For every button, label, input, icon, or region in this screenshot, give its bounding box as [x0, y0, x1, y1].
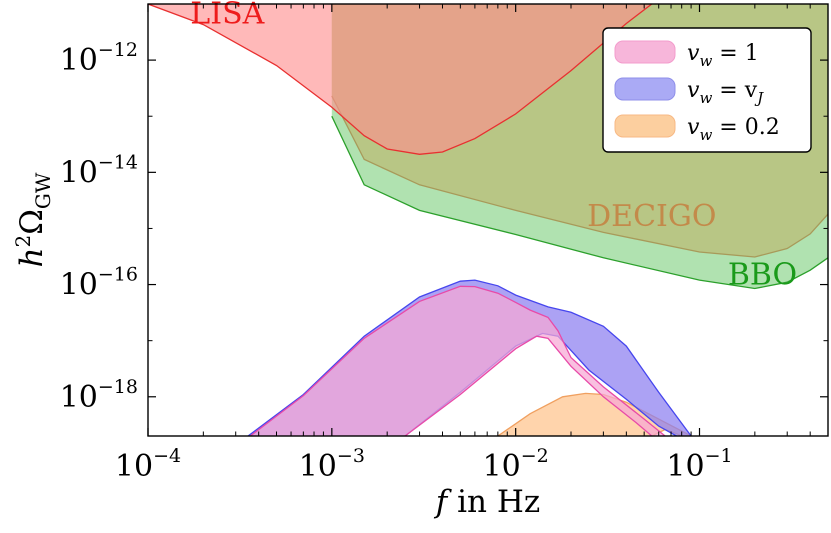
y-axis-label: h2ΩGW	[11, 172, 55, 267]
y-tick-label: 10−12	[60, 39, 138, 78]
y-tick-label: 10−16	[60, 264, 138, 303]
label-bbo: BBO	[728, 258, 797, 293]
x-tick-label: 10−4	[115, 445, 181, 484]
band-vw-vj-upper-edge	[247, 279, 692, 436]
legend-label: vw = 0.2	[687, 115, 780, 144]
x-tick-label: 10−1	[666, 445, 732, 484]
band-vw-1	[249, 285, 666, 436]
region-decigo-boundary	[331, 95, 828, 258]
signal-bands	[247, 279, 692, 436]
x-tick-label: 10−2	[483, 445, 549, 484]
legend: vw = 1 vw = vJ vw = 0.2	[602, 27, 812, 153]
x-axis-label: f in Hz	[434, 484, 540, 520]
region-lisa-fill	[148, 4, 652, 155]
region-bbo-boundary	[331, 115, 828, 290]
x-tick-label: 10−3	[299, 445, 365, 484]
plot-frame	[147, 3, 829, 437]
label-decigo: DECIGO	[587, 199, 716, 234]
legend-label: vw = vJ	[687, 78, 764, 107]
legend-swatch	[614, 40, 676, 64]
region-lisa-boundary	[148, 4, 653, 155]
label-lisa: LISA	[190, 0, 264, 32]
y-tick-label: 10−18	[60, 376, 138, 415]
band-vw-1-fill	[250, 286, 666, 436]
band-vw-1-lower-edge	[404, 335, 653, 436]
legend-swatch	[614, 114, 676, 138]
axis-ticks: 10−4 10−3 10−2 10−1 10−12 10−14 10−16 10−18	[60, 3, 829, 484]
svg-text:h2ΩGW: h2ΩGW	[11, 172, 55, 267]
y-tick-label: 10−14	[60, 151, 138, 190]
region-lisa	[148, 4, 653, 155]
band-vw-1-upper-edge	[249, 285, 666, 436]
legend-swatch	[614, 77, 676, 101]
legend-label: vw = 1	[687, 41, 759, 70]
region-labels: BBO DECIGO LISA	[190, 0, 797, 293]
